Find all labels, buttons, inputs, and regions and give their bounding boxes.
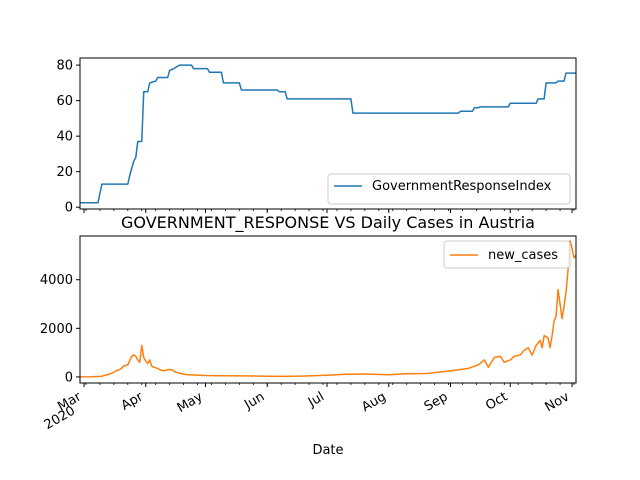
bottom-series-line-new_cases: [79, 240, 577, 378]
bottom-axes-frame: [79, 235, 577, 384]
top-chart-panel: 0 20 40 60 80 GovernmentResponseIndex: [56, 57, 577, 216]
top-axes-frame: [79, 57, 577, 210]
top-legend-label: GovernmentResponseIndex: [372, 179, 552, 194]
top-y-tick-label: 40: [56, 130, 73, 145]
top-x-axis-ticks: [83, 209, 575, 213]
x-axis-label: Date: [312, 443, 343, 458]
x-tick-label: Jul: [305, 389, 327, 410]
top-series-line-GovernmentResponseIndex: [80, 64, 576, 204]
top-legend: GovernmentResponseIndex: [327, 173, 571, 205]
bottom-series-layer: [79, 240, 577, 378]
top-y-tick-label: 20: [56, 165, 73, 180]
top-y-tick-label: 0: [65, 201, 73, 216]
chart-title: GOVERNMENT_RESPONSE VS Daily Cases in Au…: [121, 213, 535, 233]
top-y-axis-ticks: 0 20 40 60 80: [56, 59, 80, 216]
bottom-legend-label: new_cases: [488, 248, 558, 263]
bottom-legend: new_cases: [443, 240, 571, 269]
bottom-y-tick-label: 2000: [40, 322, 73, 337]
bottom-y-tick-label: 4000: [40, 273, 73, 288]
top-series-layer: [80, 64, 576, 204]
bottom-y-tick-label: 0: [65, 370, 73, 385]
bottom-legend-box: [443, 240, 571, 269]
top-legend-box: [327, 173, 571, 205]
top-y-tick-label: 80: [56, 59, 73, 74]
top-y-tick-label: 60: [56, 94, 73, 109]
bottom-y-axis-ticks: 0 2000 4000: [40, 273, 80, 385]
